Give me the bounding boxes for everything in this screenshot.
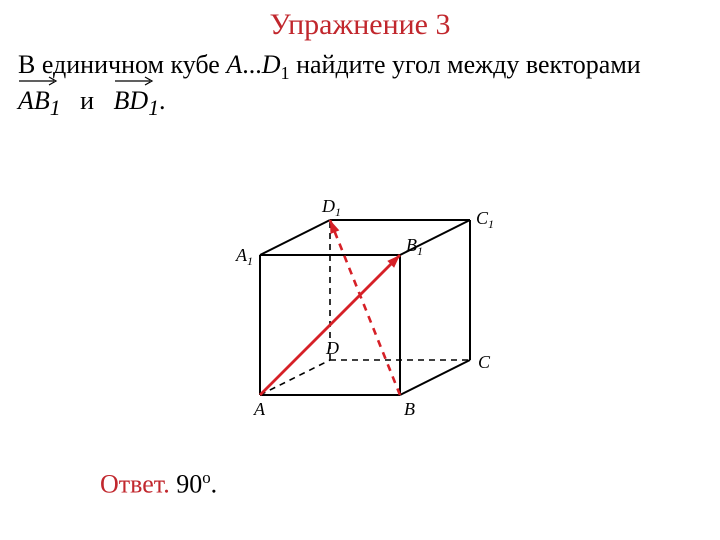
svg-text:A: A: [253, 399, 266, 419]
svg-text:B: B: [404, 399, 415, 419]
svg-text:A1: A1: [235, 245, 253, 268]
vector-ab1: AB1: [18, 84, 61, 121]
svg-text:C: C: [478, 352, 491, 372]
cube-letter-a: A: [226, 50, 242, 79]
problem-prefix: В единичном кубе: [18, 50, 226, 79]
answer-label: Ответ.: [100, 470, 170, 499]
vectors-line: AB1 и BD1 .: [18, 84, 702, 121]
answer-degree: o: [202, 468, 210, 487]
svg-text:D1: D1: [321, 196, 341, 219]
cube-letter-d: D: [262, 50, 281, 79]
cube-figure: A B C D A1 B1 C1 D1: [200, 150, 520, 440]
problem-text: В единичном кубе A...D1 найдите угол меж…: [18, 48, 702, 86]
and-word: и: [80, 86, 94, 115]
vector2-base: BD: [114, 86, 149, 115]
svg-text:B1: B1: [406, 235, 423, 258]
problem-suffix: найдите угол между векторами: [290, 50, 641, 79]
exercise-title: Упражнение 3: [0, 8, 720, 42]
ellipsis: ...: [242, 50, 262, 79]
answer-value: 90: [176, 470, 202, 499]
vector2-sub: 1: [148, 96, 159, 120]
vector1-base: AB: [18, 86, 50, 115]
svg-text:D: D: [325, 338, 339, 358]
cube-sub: 1: [280, 63, 289, 83]
vectors-period: .: [159, 86, 166, 115]
answer-line: Ответ. 90o.: [100, 468, 217, 500]
svg-text:C1: C1: [476, 208, 494, 231]
vector-bd1: BD1: [114, 84, 160, 121]
vector1-sub: 1: [50, 96, 61, 120]
answer-period: .: [211, 470, 218, 499]
